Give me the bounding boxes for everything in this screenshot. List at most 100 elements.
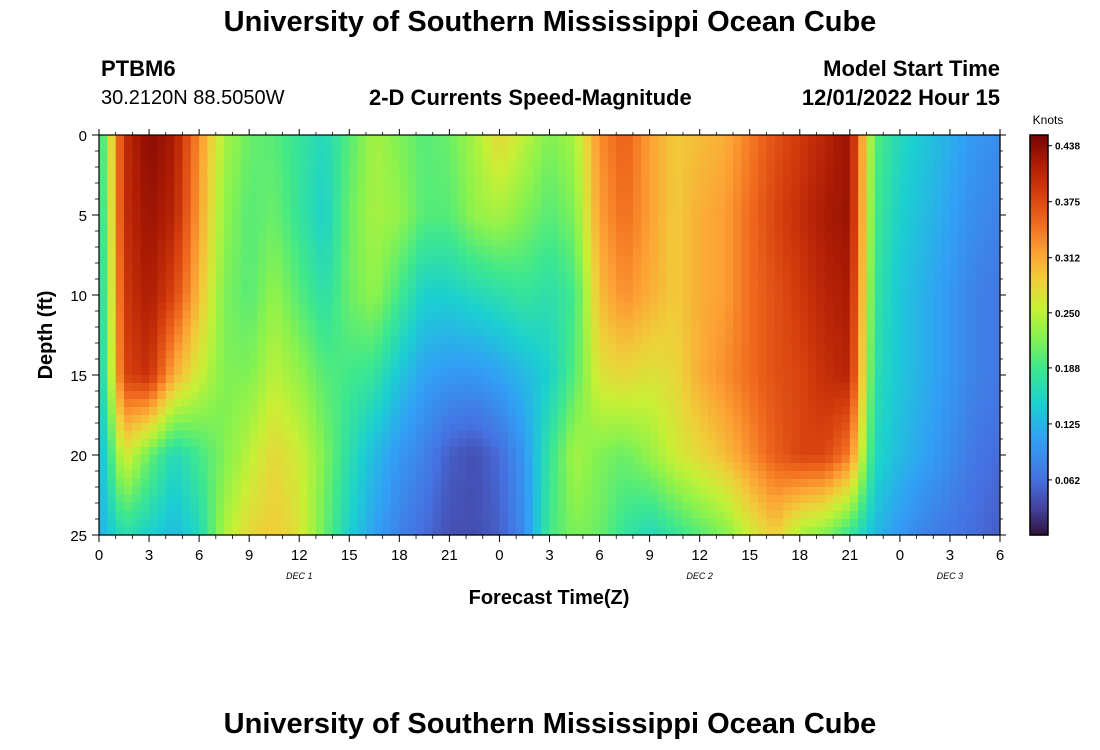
heatmap-cell	[240, 319, 250, 328]
heatmap-cell	[190, 231, 200, 240]
heatmap-cell	[724, 287, 734, 296]
heatmap-cell	[107, 303, 117, 312]
heatmap-cell	[666, 143, 676, 152]
heatmap-cell	[99, 431, 108, 440]
heatmap-cell	[265, 455, 275, 464]
heatmap-cell	[774, 455, 784, 464]
heatmap-cell	[199, 143, 209, 152]
heatmap-cell	[949, 399, 959, 408]
heatmap-cell	[708, 399, 717, 408]
heatmap-cell	[566, 175, 576, 184]
heatmap-cell	[124, 279, 133, 288]
heatmap-cell	[666, 383, 676, 392]
heatmap-cell	[874, 247, 884, 256]
heatmap-cell	[632, 367, 642, 376]
heatmap-cell	[783, 423, 793, 432]
heatmap-cell	[566, 479, 576, 488]
heatmap-cell	[649, 191, 659, 200]
heatmap-cell	[908, 359, 918, 368]
heatmap-cell	[541, 255, 551, 264]
heatmap-cell	[315, 415, 325, 424]
heatmap-cell	[966, 279, 976, 288]
heatmap-cell	[933, 351, 943, 360]
heatmap-cell	[257, 487, 267, 496]
heatmap-cell	[966, 431, 976, 440]
heatmap-cell	[374, 487, 384, 496]
heatmap-cell	[165, 287, 175, 296]
heatmap-cell	[724, 295, 734, 304]
heatmap-cell	[499, 327, 509, 336]
heatmap-cell	[866, 447, 876, 456]
heatmap-cell	[390, 167, 400, 176]
heatmap-cell	[124, 487, 133, 496]
heatmap-cell	[991, 151, 1001, 160]
heatmap-cell	[274, 151, 284, 160]
heatmap-cell	[657, 135, 667, 144]
heatmap-cell	[224, 207, 234, 216]
heatmap-cell	[908, 183, 918, 192]
heatmap-cell	[382, 471, 392, 480]
heatmap-cell	[315, 143, 325, 152]
heatmap-cell	[566, 231, 576, 240]
heatmap-cell	[816, 439, 826, 448]
heatmap-cell	[866, 399, 876, 408]
heatmap-cell	[524, 247, 534, 256]
heatmap-cell	[507, 359, 517, 368]
heatmap-cell	[499, 439, 509, 448]
heatmap-cell	[357, 383, 367, 392]
heatmap-cell	[808, 415, 818, 424]
heatmap-cell	[974, 335, 984, 344]
heatmap-cell	[624, 367, 634, 376]
heatmap-cell	[365, 367, 375, 376]
heatmap-cell	[858, 175, 868, 184]
heatmap-cell	[549, 263, 559, 272]
heatmap-cell	[741, 383, 751, 392]
heatmap-cell	[282, 399, 292, 408]
heatmap-cell	[682, 367, 692, 376]
heatmap-cell	[207, 367, 217, 376]
heatmap-cell	[691, 215, 701, 224]
heatmap-cell	[240, 375, 250, 384]
heatmap-cell	[607, 487, 617, 496]
heatmap-cell	[708, 327, 717, 336]
heatmap-cell	[382, 255, 392, 264]
heatmap-cell	[699, 471, 709, 480]
heatmap-cell	[541, 263, 551, 272]
heatmap-cell	[774, 471, 784, 480]
heatmap-cell	[249, 159, 259, 168]
heatmap-cell	[349, 479, 359, 488]
heatmap-cell	[332, 239, 342, 248]
heatmap-cell	[733, 479, 742, 488]
heatmap-cell	[866, 175, 876, 184]
heatmap-cell	[883, 279, 893, 288]
heatmap-cell	[849, 407, 859, 416]
heatmap-cell	[708, 167, 717, 176]
heatmap-cell	[441, 207, 450, 216]
heatmap-cell	[432, 455, 442, 464]
heatmap-cell	[182, 135, 192, 144]
heatmap-cell	[432, 199, 442, 208]
heatmap-cell	[908, 439, 918, 448]
heatmap-cell	[824, 207, 834, 216]
heatmap-cell	[140, 455, 150, 464]
heatmap-cell	[390, 295, 400, 304]
heatmap-cell	[432, 479, 442, 488]
heatmap-cell	[140, 239, 150, 248]
heatmap-cell	[457, 191, 467, 200]
heatmap-cell	[649, 335, 659, 344]
heatmap-cell	[774, 207, 784, 216]
heatmap-cell	[674, 175, 684, 184]
heatmap-cell	[190, 335, 200, 344]
heatmap-cell	[232, 231, 242, 240]
heatmap-cell	[758, 311, 767, 320]
heatmap-cell	[315, 463, 325, 472]
heatmap-cell	[749, 175, 759, 184]
heatmap-cell	[758, 231, 767, 240]
heatmap-cell	[215, 207, 225, 216]
heatmap-cell	[966, 391, 976, 400]
heatmap-cell	[365, 295, 375, 304]
heatmap-cell	[182, 375, 192, 384]
heatmap-cell	[215, 351, 225, 360]
heatmap-cell	[983, 247, 993, 256]
heatmap-cell	[282, 287, 292, 296]
